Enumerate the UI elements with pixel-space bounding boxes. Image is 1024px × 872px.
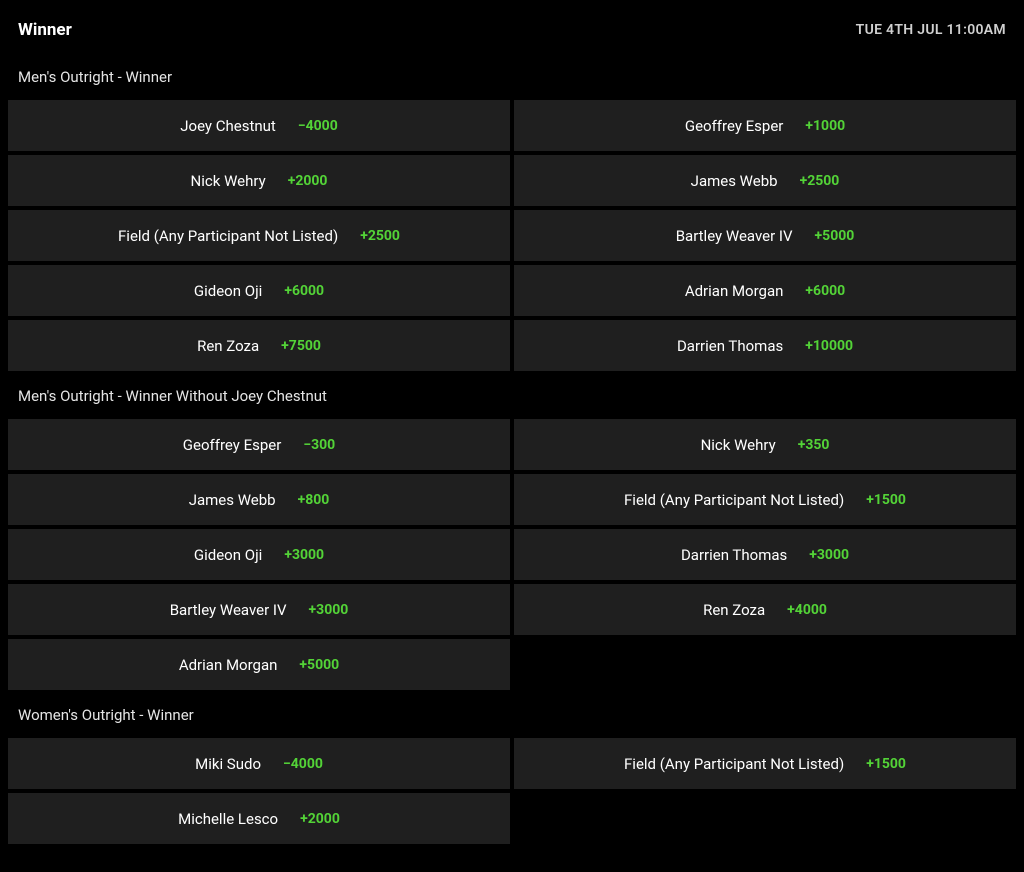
participant-name: Michelle Lesco — [178, 810, 278, 828]
odds-selection[interactable]: Michelle Lesco +2000 — [8, 793, 510, 844]
odds-selection[interactable]: Adrian Morgan +5000 — [8, 639, 510, 690]
odds-value: −300 — [303, 437, 335, 453]
odds-value: +6000 — [805, 283, 845, 299]
market-title: Women's Outright - Winner — [8, 694, 1016, 738]
odds-selection[interactable]: Gideon Oji +6000 — [8, 265, 510, 316]
odds-value: +7500 — [281, 338, 321, 354]
market-title: Men's Outright - Winner Without Joey Che… — [8, 375, 1016, 419]
participant-name: Field (Any Participant Not Listed) — [118, 227, 338, 245]
participant-name: Gideon Oji — [194, 546, 262, 564]
odds-selection[interactable]: Ren Zoza +4000 — [514, 584, 1016, 635]
odds-value: +4000 — [787, 602, 827, 618]
odds-selection[interactable]: Adrian Morgan +6000 — [514, 265, 1016, 316]
odds-selection[interactable]: Ren Zoza +7500 — [8, 320, 510, 371]
odds-value: +2000 — [288, 173, 328, 189]
page-header: Winner TUE 4TH JUL 11:00AM — [8, 8, 1016, 56]
participant-name: Geoffrey Esper — [685, 117, 784, 135]
odds-selection[interactable]: Darrien Thomas +3000 — [514, 529, 1016, 580]
participant-name: James Webb — [189, 491, 276, 509]
odds-value: −4000 — [298, 118, 338, 134]
odds-value: +2000 — [300, 811, 340, 827]
odds-value: +5000 — [299, 657, 339, 673]
odds-value: +3000 — [809, 547, 849, 563]
odds-selection[interactable]: Field (Any Participant Not Listed) +2500 — [8, 210, 510, 261]
odds-selection[interactable]: Bartley Weaver IV +5000 — [514, 210, 1016, 261]
participant-name: Bartley Weaver IV — [170, 601, 287, 619]
odds-selection[interactable]: Field (Any Participant Not Listed) +1500 — [514, 474, 1016, 525]
odds-value: +3000 — [309, 602, 349, 618]
participant-name: Darrien Thomas — [681, 546, 787, 564]
odds-value: +10000 — [805, 338, 853, 354]
participant-name: Field (Any Participant Not Listed) — [624, 755, 844, 773]
odds-value: +6000 — [284, 283, 324, 299]
odds-selection[interactable]: Darrien Thomas +10000 — [514, 320, 1016, 371]
odds-selection[interactable]: Nick Wehry +350 — [514, 419, 1016, 470]
odds-value: +2500 — [800, 173, 840, 189]
markets-container: Men's Outright - Winner Joey Chestnut −400… — [8, 56, 1016, 844]
participant-name: Adrian Morgan — [179, 656, 278, 674]
odds-selection[interactable]: Gideon Oji +3000 — [8, 529, 510, 580]
participant-name: Gideon Oji — [194, 282, 262, 300]
participant-name: Nick Wehry — [701, 436, 776, 454]
odds-value: −4000 — [283, 756, 323, 772]
odds-value: +1500 — [866, 492, 906, 508]
odds-grid: Joey Chestnut −4000 Geoffrey Esper +1000 Nic… — [8, 100, 1016, 371]
odds-selection[interactable]: Bartley Weaver IV +3000 — [8, 584, 510, 635]
participant-name: Ren Zoza — [197, 337, 259, 355]
odds-grid: Geoffrey Esper −300 Nick Wehry +350 James We… — [8, 419, 1016, 690]
page-title: Winner — [18, 20, 72, 40]
odds-selection[interactable]: Geoffrey Esper +1000 — [514, 100, 1016, 151]
participant-name: Ren Zoza — [703, 601, 765, 619]
participant-name: Bartley Weaver IV — [676, 227, 793, 245]
odds-value: +1000 — [805, 118, 845, 134]
odds-selection[interactable]: James Webb +800 — [8, 474, 510, 525]
event-datetime: TUE 4TH JUL 11:00AM — [856, 22, 1006, 38]
odds-selection[interactable]: Geoffrey Esper −300 — [8, 419, 510, 470]
odds-value: +5000 — [815, 228, 855, 244]
market-section: Men's Outright - Winner Joey Chestnut −400… — [8, 56, 1016, 371]
participant-name: Darrien Thomas — [677, 337, 783, 355]
odds-value: +3000 — [284, 547, 324, 563]
odds-value: +1500 — [866, 756, 906, 772]
odds-grid: Miki Sudo −4000 Field (Any Participant Not… — [8, 738, 1016, 844]
participant-name: James Webb — [691, 172, 778, 190]
participant-name: Miki Sudo — [195, 755, 261, 773]
odds-selection[interactable]: Miki Sudo −4000 — [8, 738, 510, 789]
participant-name: Adrian Morgan — [685, 282, 784, 300]
participant-name: Geoffrey Esper — [183, 436, 282, 454]
odds-selection[interactable]: James Webb +2500 — [514, 155, 1016, 206]
odds-selection[interactable]: Joey Chestnut −4000 — [8, 100, 510, 151]
market-section: Men's Outright - Winner Without Joey Che… — [8, 375, 1016, 690]
market-section: Women's Outright - Winner Miki Sudo −4000 F… — [8, 694, 1016, 844]
market-title: Men's Outright - Winner — [8, 56, 1016, 100]
odds-value: +350 — [798, 437, 830, 453]
odds-value: +2500 — [360, 228, 400, 244]
participant-name: Joey Chestnut — [180, 117, 276, 135]
participant-name: Field (Any Participant Not Listed) — [624, 491, 844, 509]
participant-name: Nick Wehry — [191, 172, 266, 190]
odds-selection[interactable]: Field (Any Participant Not Listed) +1500 — [514, 738, 1016, 789]
odds-value: +800 — [298, 492, 330, 508]
odds-selection[interactable]: Nick Wehry +2000 — [8, 155, 510, 206]
